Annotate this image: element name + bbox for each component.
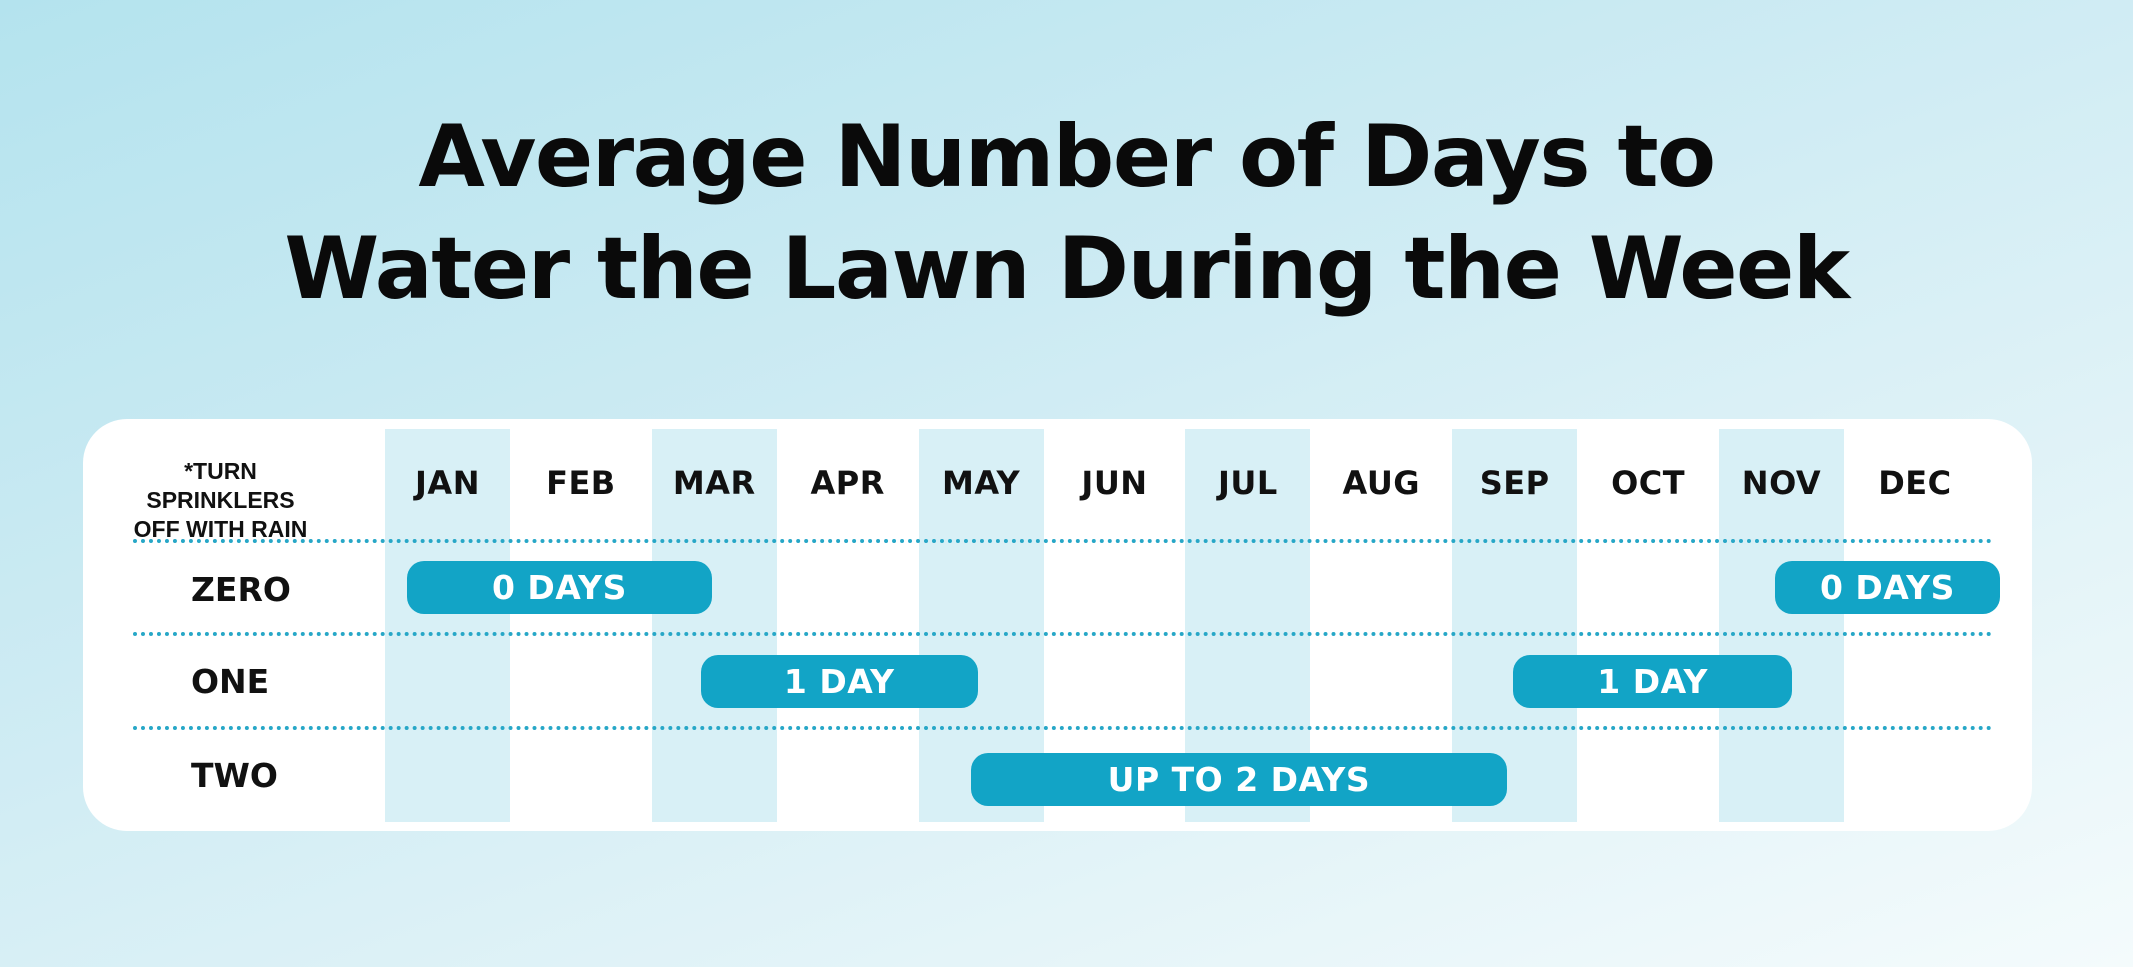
month-label-may: MAY (941, 464, 1021, 502)
chart-title-line-2: Water the Lawn During the Week (284, 219, 1850, 319)
row-label-one: ONE (191, 662, 270, 701)
month-label-nov: NOV (1741, 464, 1822, 502)
month-label-aug: AUG (1342, 464, 1421, 502)
bar-one-mar-may: 1 DAY (700, 655, 978, 708)
month-label-jun: JUN (1081, 464, 1148, 502)
month-label-feb: FEB (546, 464, 616, 502)
bar-zero-jan-mar: 0 DAYS (407, 561, 712, 614)
row-label-two: TWO (191, 756, 278, 795)
month-label-mar: MAR (672, 464, 756, 502)
month-label-oct: OCT (1611, 464, 1686, 502)
row-divider (133, 726, 1993, 730)
chart-title-line-1: Average Number of Days to (418, 107, 1716, 207)
month-label-jan: JAN (415, 464, 480, 502)
month-shade-mar (651, 429, 777, 822)
month-label-sep: SEP (1479, 464, 1550, 502)
month-label-dec: DEC (1878, 464, 1952, 502)
month-shade-nov (1719, 429, 1844, 822)
row-label-zero: ZERO (191, 570, 291, 609)
month-shade-jan (385, 429, 510, 822)
month-label-jul: JUL (1218, 464, 1278, 502)
bar-two-may-sep: UP TO 2 DAYS (970, 753, 1508, 806)
schedule-card: *TURN SPRINKLERS OFF WITH RAIN JAN FEB MAR… (83, 419, 2032, 831)
row-divider (133, 632, 1993, 636)
rain-note-line-1: *TURN SPRINKLERS (146, 458, 295, 513)
month-label-apr: APR (810, 464, 885, 502)
row-divider (133, 539, 1993, 543)
bar-one-sep-nov: 1 DAY (1513, 655, 1792, 708)
rain-note: *TURN SPRINKLERS OFF WITH RAIN (123, 457, 318, 544)
bar-zero-nov-dec: 0 DAYS (1775, 561, 2000, 614)
rain-note-line-2: OFF WITH RAIN (133, 516, 308, 542)
